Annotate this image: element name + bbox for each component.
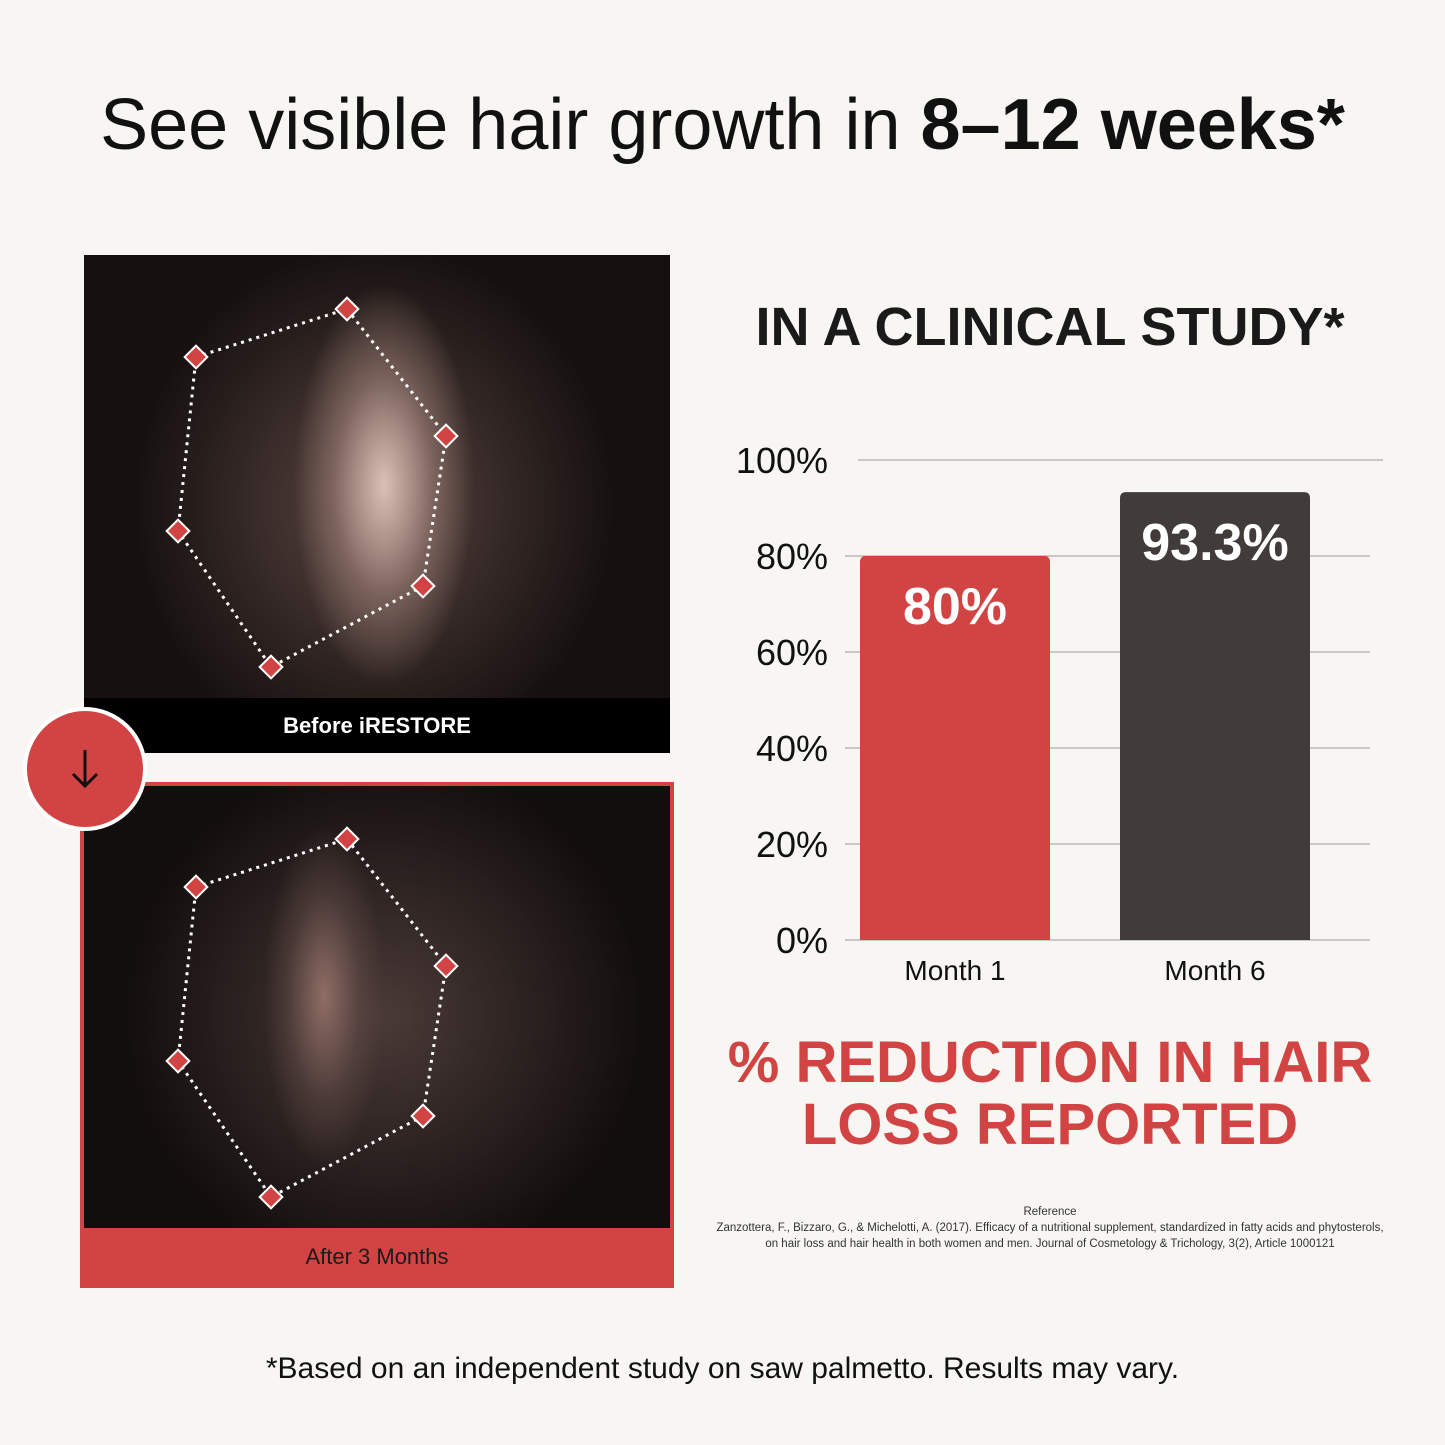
y-tick-label: 20% xyxy=(756,824,828,865)
headline: See visible hair growth in 8–12 weeks* xyxy=(0,82,1445,168)
study-title: IN A CLINICAL STUDY* xyxy=(755,297,1345,357)
bar-chart: 0% 20% 40% 60% 80% 100% 80% Month 1 93.3% Month 6 xyxy=(736,440,1383,986)
x-tick-label: Month 1 xyxy=(904,955,1005,986)
y-tick-label: 0% xyxy=(776,920,828,961)
footnote: *Based on an independent study on saw pa… xyxy=(265,1352,1180,1385)
headline-bold: 8–12 weeks* xyxy=(920,85,1345,165)
reference-heading: Reference xyxy=(1023,1206,1077,1218)
reference: Reference Zanzottera, F., Bizzaro, G., &… xyxy=(710,1204,1390,1252)
bar-month-1 xyxy=(860,556,1050,940)
y-tick-label: 100% xyxy=(736,440,828,481)
y-tick-label: 80% xyxy=(756,536,828,577)
y-tick-label: 40% xyxy=(756,728,828,769)
arrow-down-icon xyxy=(23,707,147,831)
before-label: Before iRESTORE xyxy=(84,698,670,753)
reference-text: Zanzottera, F., Bizzaro, G., & Michelott… xyxy=(716,1222,1384,1250)
chart-caption: % REDUCTION IN HAIR LOSS REPORTED xyxy=(727,1030,1373,1157)
before-photo xyxy=(84,255,670,698)
data-label: 80% xyxy=(903,578,1007,636)
data-label: 93.3% xyxy=(1141,514,1288,572)
after-label: After 3 Months xyxy=(305,1244,449,1269)
x-tick-label: Month 6 xyxy=(1164,955,1265,986)
y-tick-label: 60% xyxy=(756,632,828,673)
headline-regular: See visible hair growth in xyxy=(100,85,921,165)
bar-month-6 xyxy=(1120,492,1310,940)
after-photo xyxy=(84,786,670,1228)
